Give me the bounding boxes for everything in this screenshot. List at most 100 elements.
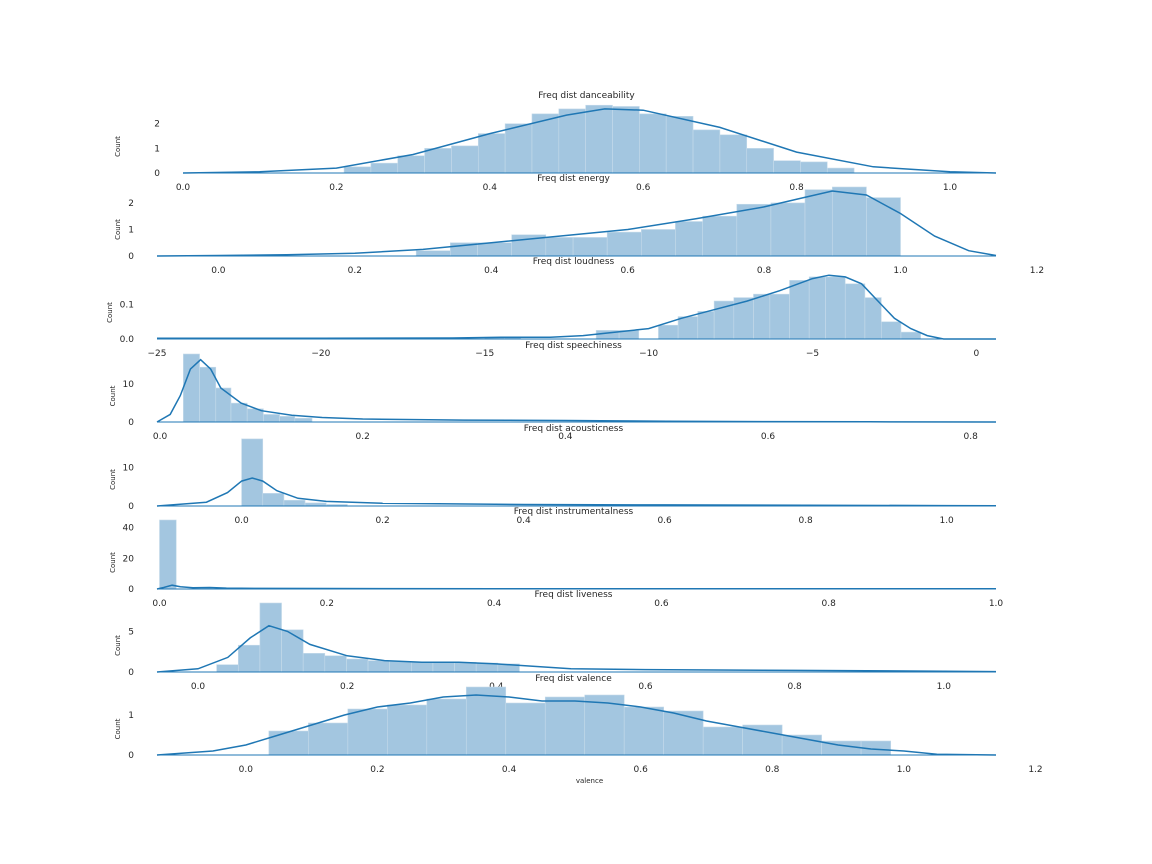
y-tick-label: 1: [128, 711, 134, 721]
x-tick-label: 0.8: [798, 516, 813, 526]
histogram-bar: [367, 660, 390, 673]
x-tick-label: 0.8: [822, 599, 837, 609]
kde-curve: [157, 274, 996, 340]
histogram-bar: [663, 710, 704, 756]
histogram-bar: [697, 311, 715, 340]
histogram-bar: [183, 353, 200, 423]
histogram-bar: [742, 724, 783, 756]
x-tick-label: 0.4: [484, 266, 499, 276]
histogram-bar: [324, 655, 347, 673]
x-tick-label: −15: [475, 349, 494, 359]
y-tick-label: 0: [154, 169, 160, 179]
x-tick-label: 1.0: [939, 516, 954, 526]
histogram-bar: [844, 283, 866, 340]
x-tick-label: 0.4: [516, 516, 531, 526]
histogram-bar: [308, 722, 349, 756]
subplot-title: Freq dist instrumentalness: [514, 507, 634, 517]
x-tick-label: 1.0: [989, 599, 1004, 609]
x-tick-label: 0.8: [765, 765, 780, 775]
histogram-bar: [411, 661, 434, 673]
y-tick-label: 5: [128, 627, 134, 637]
x-tick-label: 0.4: [502, 765, 517, 775]
histogram-bar: [477, 242, 512, 257]
histogram-bar: [831, 186, 867, 257]
kde-curve: [156, 477, 997, 507]
histogram-bar: [702, 215, 738, 257]
histogram-bar: [262, 493, 285, 507]
histogram-bar: [900, 331, 921, 340]
histogram-bar: [736, 203, 772, 257]
y-tick-label: 2: [128, 199, 134, 209]
x-tick-label: 0.8: [789, 183, 804, 193]
y-axis-label: Count: [114, 219, 122, 240]
x-tick-label: 0.0: [211, 266, 226, 276]
y-tick-label: 0: [128, 585, 134, 595]
x-tick-label: 1.0: [937, 682, 952, 692]
y-axis-label: Count: [109, 385, 117, 406]
subplot-4: Freq dist speechiness Count 0 10 0.0 0.2 0.4 0.…: [109, 341, 997, 442]
x-tick-label: 0.2: [329, 183, 343, 193]
histogram-bar: [504, 123, 533, 174]
x-tick-label: 0.6: [761, 432, 776, 442]
x-tick-label: 1.0: [943, 183, 958, 193]
histogram-bar: [544, 696, 586, 756]
histogram-bar: [387, 704, 428, 756]
x-tick-label: −10: [639, 349, 658, 359]
subplot-title: Freq dist valence: [535, 674, 612, 684]
subplot-3: Freq dist loudness Count 0.0 0.1 −25 −20 −15 −1…: [106, 257, 996, 359]
x-tick-label: 0.4: [558, 432, 573, 442]
histogram-bar: [808, 276, 826, 340]
x-tick-label: 0.0: [176, 183, 191, 193]
kde-curve: [156, 694, 997, 756]
histogram-bar: [773, 160, 801, 174]
histogram-bar: [769, 293, 790, 340]
histogram-bar: [268, 730, 309, 756]
histogram-bar: [279, 416, 296, 423]
histogram-bar: [230, 402, 248, 423]
x-tick-label: 1.0: [893, 266, 908, 276]
x-tick-label: 1.0: [897, 765, 912, 775]
x-tick-label: 0.6: [620, 266, 635, 276]
subplot-title: Freq dist danceability: [538, 91, 635, 101]
histogram-bar: [825, 276, 846, 340]
histogram-bar: [281, 629, 304, 673]
histogram-bar: [397, 155, 425, 174]
y-axis-label: Count: [114, 635, 122, 656]
histogram-bar: [415, 250, 451, 257]
kde-curve: [156, 584, 996, 590]
histogram-bar: [424, 148, 452, 174]
x-tick-label: −5: [806, 349, 819, 359]
subplot-2: Freq dist energy Count 0 1 2 0.0 0.2 0.4 0.6 0.8 1…: [114, 174, 1044, 276]
histogram-bar: [746, 148, 774, 174]
histogram-bar: [294, 417, 313, 423]
histogram-bar: [216, 664, 239, 673]
subplot-8: Freq dist valence Count 0 1 0.0 0.2 0.4 0.6 0.8 1…: [114, 674, 1043, 785]
histogram-bar: [259, 602, 282, 673]
y-tick-label: 10: [123, 464, 135, 474]
x-tick-label: 0.0: [239, 765, 254, 775]
subplot-5: Freq dist acousticness Count 0 10 0.0 0.2 0.4 0…: [109, 424, 997, 526]
x-tick-label: 0.0: [153, 432, 168, 442]
histogram-bar: [702, 726, 743, 756]
y-tick-label: 10: [123, 380, 135, 390]
histogram-bar: [612, 106, 640, 174]
y-tick-label: 0.0: [120, 335, 135, 345]
y-axis-label: Count: [109, 552, 117, 573]
histogram-bar: [237, 644, 261, 673]
x-tick-label: 0.4: [483, 183, 498, 193]
x-tick-label: 0: [973, 349, 979, 359]
x-tick-label: 1.2: [1030, 266, 1044, 276]
x-tick-label: 0.6: [638, 682, 653, 692]
histogram-bar: [665, 116, 694, 174]
histogram-bar: [263, 414, 280, 423]
y-tick-label: 20: [123, 554, 135, 564]
x-tick-label: 0.0: [191, 682, 206, 692]
subplot-1: Freq dist danceability Count 0 1 2 0.0 0.2 0.4 0…: [114, 91, 997, 193]
histogram-bar: [558, 108, 586, 174]
histogram-bar: [800, 161, 828, 174]
y-tick-label: 0: [128, 668, 134, 678]
x-axis-label: valence: [576, 777, 603, 785]
histogram-bar: [283, 499, 306, 507]
x-tick-label: 0.0: [234, 516, 249, 526]
